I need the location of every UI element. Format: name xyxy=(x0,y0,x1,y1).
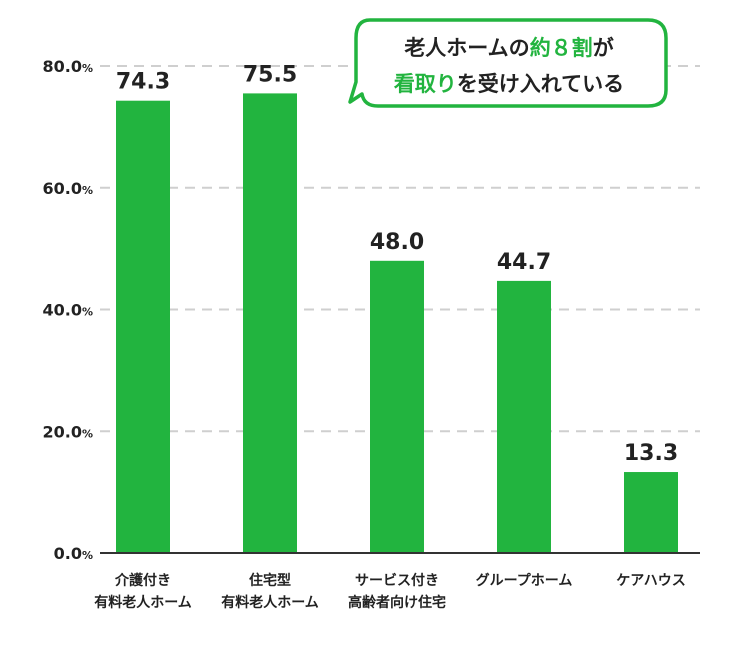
y-axis-ticks: 0.0% 20.0% 40.0% 60.0% 80.0% xyxy=(42,57,93,563)
bar xyxy=(116,100,170,553)
bars xyxy=(116,93,678,554)
callout-highlight-mitori: 看取り xyxy=(393,72,457,96)
bar xyxy=(370,260,424,553)
bar-value-label: 48.0 xyxy=(370,230,424,255)
category-label: 住宅型 xyxy=(249,572,291,589)
callout-bubble: 老人ホームの約８割が 看取りを受け入れている xyxy=(348,18,670,114)
callout-bubble-shape xyxy=(348,18,668,108)
callout-line-2: 看取りを受け入れている xyxy=(348,68,670,98)
category-label: ケアハウス xyxy=(616,573,685,589)
category-label: 有料老人ホーム xyxy=(94,594,192,611)
callout-line-1: 老人ホームの約８割が xyxy=(348,32,670,62)
callout-line-1-post: が xyxy=(592,36,614,60)
bar-value-label: 44.7 xyxy=(497,250,551,275)
callout-highlight-ratio: 約８割 xyxy=(529,36,593,60)
bar-value-label: 74.3 xyxy=(116,70,170,95)
bar xyxy=(497,280,551,553)
bar xyxy=(243,93,297,554)
bar-value-label: 75.5 xyxy=(243,62,297,87)
category-label: 介護付き xyxy=(114,572,171,589)
category-labels: 介護付き有料老人ホーム住宅型有料老人ホームサービス付き高齢者向け住宅グループホー… xyxy=(94,572,686,611)
bar xyxy=(624,472,678,553)
y-tick-label: 40.0% xyxy=(42,301,93,320)
value-labels: 74.3 75.5 48.0 44.7 13.3 xyxy=(116,62,678,466)
y-tick-label: 20.0% xyxy=(42,422,93,441)
category-label: グループホーム xyxy=(476,572,573,589)
category-label: 有料老人ホーム xyxy=(221,594,319,611)
callout-line-2-post: を受け入れている xyxy=(456,72,625,96)
y-tick-label: 0.0% xyxy=(54,544,93,563)
category-label: 高齢者向け住宅 xyxy=(348,594,446,611)
callout-line-1-pre: 老人ホームの xyxy=(404,36,530,60)
y-tick-label: 60.0% xyxy=(42,179,93,198)
bar-value-label: 13.3 xyxy=(624,441,678,466)
y-tick-label: 80.0% xyxy=(42,57,93,76)
category-label: サービス付き xyxy=(355,572,439,589)
